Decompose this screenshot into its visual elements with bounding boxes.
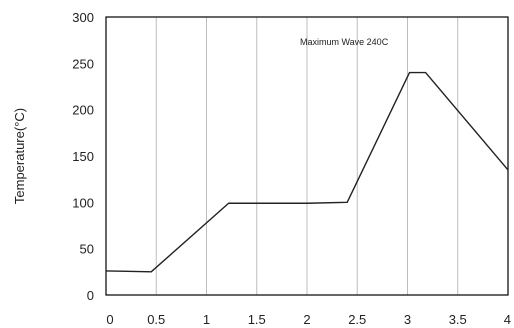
y-tick-label: 150 <box>72 149 94 164</box>
x-tick-label: 3.5 <box>449 312 467 327</box>
grid-lines <box>155 17 459 295</box>
x-tick-labels: 0 0.5 1 1.5 2 2.5 3 3.5 4 <box>106 312 511 327</box>
x-tick-label: 1 <box>203 312 210 327</box>
y-tick-label: 50 <box>80 242 94 257</box>
series-line-0 <box>105 71 509 273</box>
y-tick-label: 200 <box>72 103 94 118</box>
y-axis-title: Temperature(°C) <box>12 108 27 204</box>
y-tick-label: 100 <box>72 195 94 210</box>
x-tick-label: 1.5 <box>248 312 266 327</box>
annotation-label: Maximum Wave 240C <box>300 37 389 47</box>
x-tick-label: 4 <box>504 312 511 327</box>
x-tick-label: 0 <box>106 312 113 327</box>
series-lines <box>105 71 509 273</box>
y-tick-label: 250 <box>72 56 94 71</box>
x-tick-label: 2 <box>303 312 310 327</box>
x-tick-label: 3 <box>404 312 411 327</box>
y-tick-label: 0 <box>87 288 94 303</box>
y-tick-labels: 0 50 100 150 200 250 300 <box>72 10 94 303</box>
plot-frame <box>105 16 509 296</box>
x-tick-label: 0.5 <box>147 312 165 327</box>
x-tick-label: 2.5 <box>348 312 366 327</box>
y-tick-label: 300 <box>72 10 94 25</box>
